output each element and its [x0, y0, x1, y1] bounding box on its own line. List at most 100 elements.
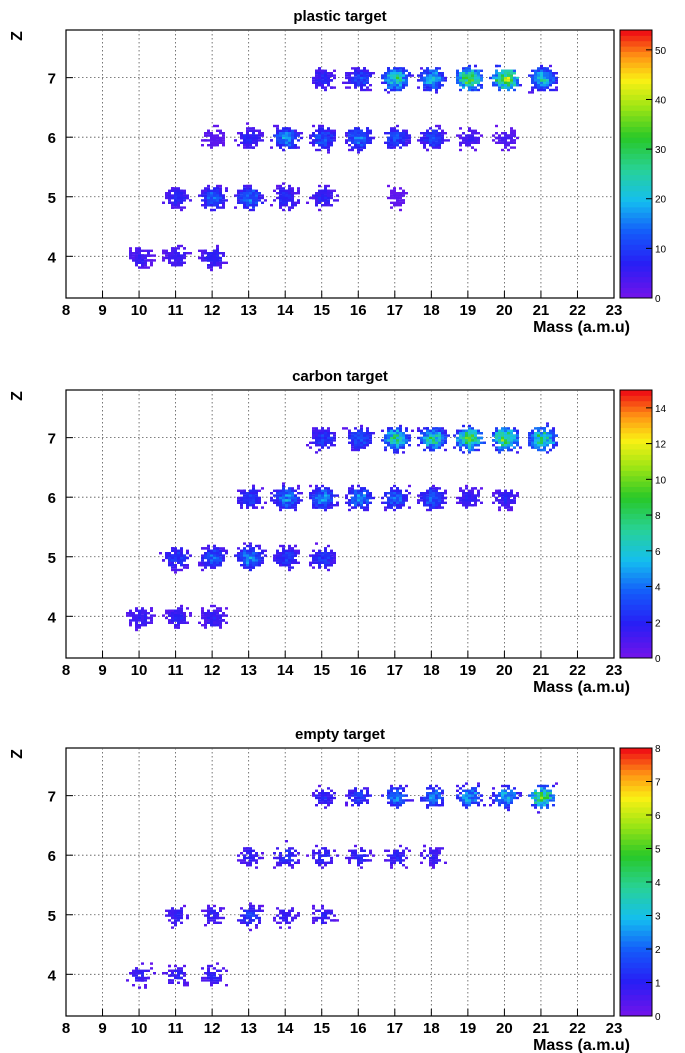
- heatmap-bin: [240, 134, 243, 137]
- heatmap-bin: [204, 189, 207, 192]
- heatmap-bin: [504, 86, 507, 89]
- heatmap-bin: [495, 72, 498, 75]
- heatmap-bin: [216, 184, 219, 188]
- heatmap-bin: [543, 76, 546, 80]
- heatmap-bin: [207, 144, 210, 147]
- heatmap-bin: [477, 81, 480, 84]
- heatmap-bin: [315, 86, 318, 89]
- heatmap-bin: [207, 187, 210, 190]
- heatmap-bin: [204, 612, 207, 615]
- heatmap-bin: [372, 72, 375, 75]
- heatmap-bin: [390, 76, 393, 80]
- heatmap-bin: [207, 132, 210, 135]
- heatmap-bin: [150, 609, 153, 612]
- heatmap-bin: [138, 624, 141, 627]
- heatmap-bin: [252, 141, 255, 144]
- heatmap-bin: [222, 204, 225, 207]
- colorbar-segment: [620, 40, 652, 47]
- heatmap-bin: [177, 568, 180, 572]
- heatmap-bin: [234, 206, 237, 209]
- heatmap-bin: [213, 199, 216, 202]
- heatmap-bin: [333, 199, 336, 202]
- heatmap-bin: [426, 88, 429, 92]
- heatmap-bin: [510, 129, 513, 132]
- heatmap-bin: [285, 144, 288, 147]
- heatmap-bin: [327, 76, 330, 80]
- heatmap-bin: [213, 544, 216, 548]
- heatmap-bin: [174, 194, 177, 197]
- heatmap-bin: [171, 196, 174, 200]
- heatmap-bin: [399, 134, 402, 137]
- heatmap-bin: [144, 256, 147, 260]
- heatmap-bin: [465, 69, 468, 72]
- heatmap-bin: [327, 144, 330, 147]
- heatmap-bin: [393, 67, 396, 70]
- heatmap-bin: [477, 69, 480, 72]
- heatmap-bin: [279, 141, 282, 144]
- heatmap-bin: [405, 136, 408, 140]
- heatmap-bin: [219, 259, 222, 262]
- heatmap-bin: [135, 616, 138, 620]
- heatmap-bin: [531, 79, 534, 82]
- heatmap-bin: [246, 146, 249, 149]
- heatmap-bin: [402, 129, 405, 132]
- heatmap-bin: [555, 86, 558, 89]
- heatmap-bin: [429, 69, 432, 72]
- heatmap-bin: [171, 264, 174, 267]
- heatmap-bin: [384, 72, 387, 75]
- heatmap-bin: [261, 201, 264, 204]
- heatmap-bin: [432, 136, 435, 140]
- heatmap-bin: [243, 192, 246, 195]
- heatmap-bin: [369, 129, 372, 132]
- heatmap-bin: [351, 81, 354, 84]
- y-tick-label: 4: [48, 249, 57, 266]
- heatmap-bin: [315, 74, 318, 77]
- colorbar-segment: [620, 67, 652, 74]
- heatmap-bin: [435, 136, 438, 140]
- heatmap-bin: [312, 196, 315, 200]
- heatmap-bin: [219, 556, 222, 560]
- y-tick-label: 6: [48, 130, 56, 147]
- heatmap-bin: [516, 79, 519, 82]
- heatmap-bin: [147, 616, 150, 620]
- heatmap-bin: [204, 624, 207, 627]
- heatmap-bin: [285, 204, 288, 207]
- heatmap-bin: [423, 69, 426, 72]
- heatmap-bin: [330, 192, 333, 195]
- heatmap-bin: [318, 74, 321, 77]
- heatmap-bin: [174, 568, 177, 572]
- heatmap-bin: [468, 64, 471, 68]
- heatmap-bin: [132, 252, 135, 255]
- heatmap-bin: [132, 256, 135, 260]
- heatmap-bin: [501, 76, 504, 80]
- heatmap-bin: [507, 84, 510, 87]
- heatmap-bin: [216, 139, 219, 142]
- heatmap-bin: [141, 614, 144, 617]
- heatmap-bin: [219, 607, 222, 610]
- heatmap-bin: [357, 144, 360, 147]
- heatmap-bin: [354, 67, 357, 70]
- heatmap-bin: [210, 624, 213, 627]
- heatmap-bin: [399, 79, 402, 82]
- heatmap-bin: [354, 139, 357, 142]
- heatmap-bin: [396, 196, 399, 200]
- heatmap-bin: [363, 84, 366, 87]
- heatmap-bin: [246, 192, 249, 195]
- heatmap-bin: [537, 74, 540, 77]
- heatmap-bin: [402, 144, 405, 147]
- heatmap-bin: [435, 139, 438, 142]
- heatmap-bin: [324, 184, 327, 188]
- heatmap-bin: [447, 139, 450, 142]
- heatmap-bin: [312, 134, 315, 137]
- heatmap-bin: [396, 132, 399, 135]
- heatmap-bin: [513, 69, 516, 72]
- heatmap-bin: [396, 86, 399, 89]
- heatmap-bin: [507, 141, 510, 144]
- heatmap-bin: [513, 84, 516, 87]
- heatmap-bin: [276, 144, 279, 147]
- heatmap-bin: [207, 252, 210, 255]
- heatmap-bin: [537, 84, 540, 87]
- heatmap-bin: [171, 254, 174, 257]
- heatmap-bin: [399, 139, 402, 142]
- heatmap-bin: [336, 194, 339, 197]
